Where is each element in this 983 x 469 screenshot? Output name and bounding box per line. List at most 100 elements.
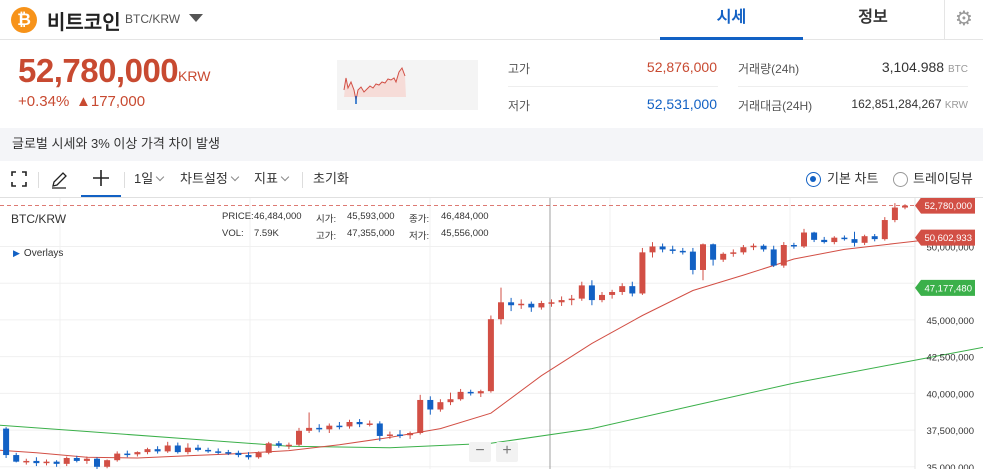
candle-body xyxy=(397,434,403,436)
divider xyxy=(738,86,968,87)
candle-body xyxy=(417,399,424,434)
candle-body xyxy=(518,303,525,306)
candle-body xyxy=(134,452,141,455)
candle-body xyxy=(599,294,605,301)
candle-body xyxy=(487,319,494,392)
candle-body xyxy=(336,425,343,428)
high-value: 52,876,000 xyxy=(646,59,717,75)
tab-quote[interactable]: 시세 xyxy=(660,0,803,40)
candle-body xyxy=(205,449,212,452)
ohlc-close-value: 46,484,000 xyxy=(441,211,489,222)
candle-body xyxy=(306,427,313,431)
candle-body xyxy=(94,458,100,467)
candle-body xyxy=(801,232,807,247)
bitcoin-logo-icon: ₿ xyxy=(11,7,37,33)
indicators-dropdown[interactable]: 지표 xyxy=(254,161,290,197)
ohlc-vol-label: VOL: xyxy=(222,228,244,239)
y-tick-label: 40,000,000 xyxy=(926,389,974,400)
candle-body xyxy=(528,303,535,308)
coin-pair: BTC/KRW xyxy=(125,12,181,26)
price-marker-badge: 52,780,000 xyxy=(915,198,975,214)
change-rate: +0.34% xyxy=(18,93,70,110)
interval-dropdown[interactable]: 1일 xyxy=(134,161,165,197)
candle-body xyxy=(689,251,696,270)
y-tick-label: 37,500,000 xyxy=(926,426,974,437)
price-chart[interactable]: 35,000,000 37,500,000 40,000,000 42,500,000… xyxy=(0,198,983,469)
candle-body xyxy=(902,205,908,208)
trade-value-label: 거래대금(24H) xyxy=(738,99,813,113)
basic-chart-label[interactable]: 기본 차트 xyxy=(827,171,879,186)
candle-body xyxy=(881,220,888,240)
coin-name: 비트코인 xyxy=(47,12,121,34)
candle-body xyxy=(558,300,565,303)
candle-body xyxy=(710,244,717,260)
candle-body xyxy=(538,303,545,308)
candle-body xyxy=(639,252,646,294)
candle-body xyxy=(477,391,484,394)
price-marker-shape xyxy=(915,279,975,296)
candle-body xyxy=(498,302,504,320)
ohlc-low-label: 저가: xyxy=(409,231,430,242)
candle-body xyxy=(346,421,353,427)
chevron-down-icon xyxy=(280,172,290,182)
volume-value: 3,104.988 BTC xyxy=(881,59,968,75)
candle-body xyxy=(427,399,434,410)
candle-body xyxy=(245,455,252,458)
reset-button[interactable]: 초기화 xyxy=(313,171,349,186)
candle-body xyxy=(23,460,30,463)
ma-short-line xyxy=(0,237,946,459)
price-marker-shape xyxy=(915,198,975,214)
tab-info[interactable]: 정보 xyxy=(858,9,888,26)
tradingview-label[interactable]: 트레이딩뷰 xyxy=(913,171,973,186)
price-unit: KRW xyxy=(178,68,211,84)
candle-body xyxy=(649,246,656,253)
candle-body xyxy=(841,237,848,240)
candle-body xyxy=(457,391,464,400)
candle-body xyxy=(376,423,383,436)
pencil-icon[interactable] xyxy=(49,161,71,197)
candle-body xyxy=(821,239,828,243)
candle-body xyxy=(659,246,666,250)
high-label: 고가 xyxy=(508,62,531,76)
basic-chart-radio[interactable] xyxy=(806,172,821,187)
candle-body xyxy=(83,458,90,461)
candle-body xyxy=(255,452,262,458)
ohlc-vol-value: 7.59K xyxy=(254,228,279,239)
divider xyxy=(38,172,39,188)
candle-body xyxy=(164,445,171,452)
zoom-in-button[interactable]: + xyxy=(496,442,518,462)
gear-icon[interactable]: ⚙ xyxy=(944,0,983,40)
candlestick-chart[interactable]: 35,000,000 37,500,000 40,000,000 42,500,000… xyxy=(0,198,983,469)
overlays-toggle[interactable]: ▶ Overlays xyxy=(13,248,64,259)
candle-body xyxy=(700,244,706,270)
candle-body xyxy=(184,447,191,453)
candle-body xyxy=(770,249,777,266)
candle-body xyxy=(235,452,242,456)
candle-body xyxy=(851,239,858,243)
candle-body xyxy=(53,461,60,464)
candle-body xyxy=(124,453,131,456)
candle-body xyxy=(114,453,121,461)
candle-body xyxy=(104,460,111,467)
chart-settings-dropdown[interactable]: 차트설정 xyxy=(180,161,240,197)
candle-body xyxy=(669,249,676,251)
crosshair-icon[interactable] xyxy=(81,161,121,197)
candle-body xyxy=(467,391,474,394)
candle-body xyxy=(63,457,70,464)
candle-body xyxy=(366,423,373,425)
candle-body xyxy=(831,237,838,243)
candle-body xyxy=(356,421,363,425)
chevron-down-icon xyxy=(155,172,165,182)
tradingview-radio[interactable] xyxy=(893,172,908,187)
candle-body xyxy=(760,245,767,250)
volume-label: 거래량(24h) xyxy=(738,62,800,76)
fullscreen-icon[interactable] xyxy=(10,161,30,197)
candle-body xyxy=(508,302,515,306)
candle-body xyxy=(750,245,757,248)
chevron-down-icon[interactable] xyxy=(189,14,203,22)
ohlc-close-label: 종가: xyxy=(409,214,430,225)
zoom-out-button[interactable]: − xyxy=(469,442,491,462)
chevron-down-icon xyxy=(230,172,240,182)
candle-body xyxy=(3,428,10,456)
candle-body xyxy=(790,245,797,247)
